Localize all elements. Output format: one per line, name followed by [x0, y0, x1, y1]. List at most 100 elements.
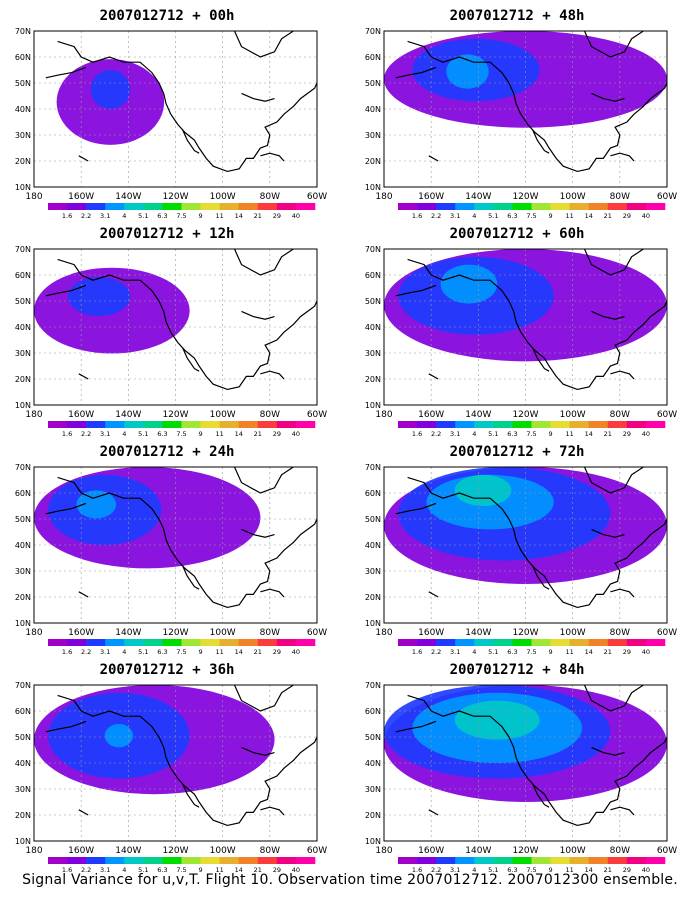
colorbar-segment	[398, 639, 418, 646]
coastline	[407, 40, 667, 173]
colorbar-segment	[105, 421, 125, 428]
colorbar-segment	[295, 857, 316, 864]
lon-tick-label: 180	[375, 628, 392, 638]
colorbar-label: 40	[642, 648, 650, 656]
lon-tick-label: 180	[375, 192, 392, 202]
colorbar-label: 21	[604, 430, 612, 438]
colorbar-segment	[474, 421, 494, 428]
coastline	[233, 685, 294, 712]
colorbar-segment	[143, 203, 163, 210]
colorbar-label: 7.5	[176, 648, 186, 656]
lat-tick-label: 50N	[15, 515, 31, 524]
coastline	[182, 783, 200, 808]
colorbar-label: 7.5	[526, 866, 536, 874]
coastline	[78, 155, 89, 162]
lat-tick-label: 60N	[365, 489, 381, 498]
map-frame	[383, 248, 668, 406]
lat-tick-label: 30N	[15, 131, 31, 140]
lon-tick-label: 100W	[210, 628, 236, 638]
colorbar-label: 1.6	[62, 212, 72, 220]
colorbar-segment	[200, 639, 220, 646]
lat-tick-label: 70N	[365, 245, 381, 254]
coastline	[407, 694, 667, 827]
colorbar-segment	[455, 857, 475, 864]
colorbar-label: 4	[472, 648, 476, 656]
coastline	[78, 809, 89, 816]
colorbar-label: 2.2	[431, 212, 441, 220]
colorbar-segment	[105, 639, 125, 646]
variance-contour	[104, 724, 134, 748]
lat-tick-label: 10N	[365, 401, 381, 410]
coastline	[233, 249, 294, 276]
colorbar-label: 4	[122, 866, 126, 874]
lon-tick-label: 80W	[610, 410, 630, 420]
colorbar-label: 4	[122, 430, 126, 438]
lat-tick-label: 20N	[15, 157, 31, 166]
colorbar-segment	[257, 421, 278, 428]
lat-tick-label: 70N	[15, 245, 31, 254]
lon-tick-label: 100W	[210, 410, 236, 420]
coastline	[182, 565, 200, 590]
colorbar-label: 21	[254, 212, 262, 220]
colorbar-label: 5.1	[138, 648, 148, 656]
lat-tick-label: 60N	[15, 707, 31, 716]
colorbar-label: 6.3	[157, 866, 167, 874]
coastline	[428, 591, 439, 598]
lon-tick-label: 140W	[465, 846, 491, 856]
colorbar-label: 21	[604, 866, 612, 874]
colorbar-segment	[645, 857, 666, 864]
lon-tick-label: 80W	[260, 192, 280, 202]
lat-tick-label: 50N	[15, 733, 31, 742]
map-panel: 2007012712 + 60h 70N 60N 50N 40N 30N 20N 10N 180…	[352, 226, 682, 441]
colorbar-label: 6.3	[507, 648, 517, 656]
colorbar-label: 40	[642, 212, 650, 220]
colorbar-segment	[162, 639, 182, 646]
colorbar-label: 29	[623, 866, 631, 874]
colorbar-segment	[569, 421, 590, 428]
coastline	[610, 152, 635, 162]
colorbar-segment	[257, 639, 278, 646]
colorbar-segment	[436, 857, 456, 864]
colorbar-segment	[219, 203, 240, 210]
colorbar-segment	[493, 421, 513, 428]
lon-tick-label: 100W	[560, 628, 586, 638]
lat-tick-label: 10N	[365, 837, 381, 846]
coastline	[233, 467, 294, 494]
lon-tick-label: 60W	[307, 628, 327, 638]
lat-tick-label: 20N	[15, 811, 31, 820]
coastline	[233, 31, 294, 58]
lon-tick-label: 160W	[68, 628, 94, 638]
lon-tick-label: 180	[375, 846, 392, 856]
colorbar-segment	[550, 639, 570, 646]
lon-tick-label: 100W	[210, 192, 236, 202]
colorbar-label: 1.6	[412, 430, 422, 438]
lat-tick-label: 40N	[365, 759, 381, 768]
lon-tick-label: 60W	[307, 410, 327, 420]
colorbar-segment	[474, 857, 494, 864]
colorbar-segment	[181, 421, 201, 428]
coastline	[532, 783, 550, 808]
lat-tick-label: 70N	[365, 27, 381, 36]
lon-tick-label: 100W	[210, 846, 236, 856]
lon-tick-label: 140W	[115, 628, 141, 638]
lon-tick-label: 80W	[260, 410, 280, 420]
lon-tick-label: 60W	[307, 192, 327, 202]
colorbar-label: 3.1	[100, 212, 110, 220]
map-frame	[33, 466, 318, 624]
variance-contour	[454, 474, 512, 506]
lon-tick-label: 160W	[68, 192, 94, 202]
colorbar-label: 7.5	[176, 430, 186, 438]
colorbar-label: 29	[273, 212, 281, 220]
coastline	[395, 284, 437, 297]
colorbar-label: 5.1	[488, 648, 498, 656]
colorbar-label: 4	[472, 430, 476, 438]
colorbar-label: 9	[199, 212, 203, 220]
coastline	[57, 40, 317, 173]
colorbar-label: 9	[199, 648, 203, 656]
colorbar-segment	[67, 639, 87, 646]
colorbar-segment	[86, 421, 106, 428]
lon-tick-label: 80W	[610, 628, 630, 638]
colorbar-label: 40	[292, 648, 300, 656]
